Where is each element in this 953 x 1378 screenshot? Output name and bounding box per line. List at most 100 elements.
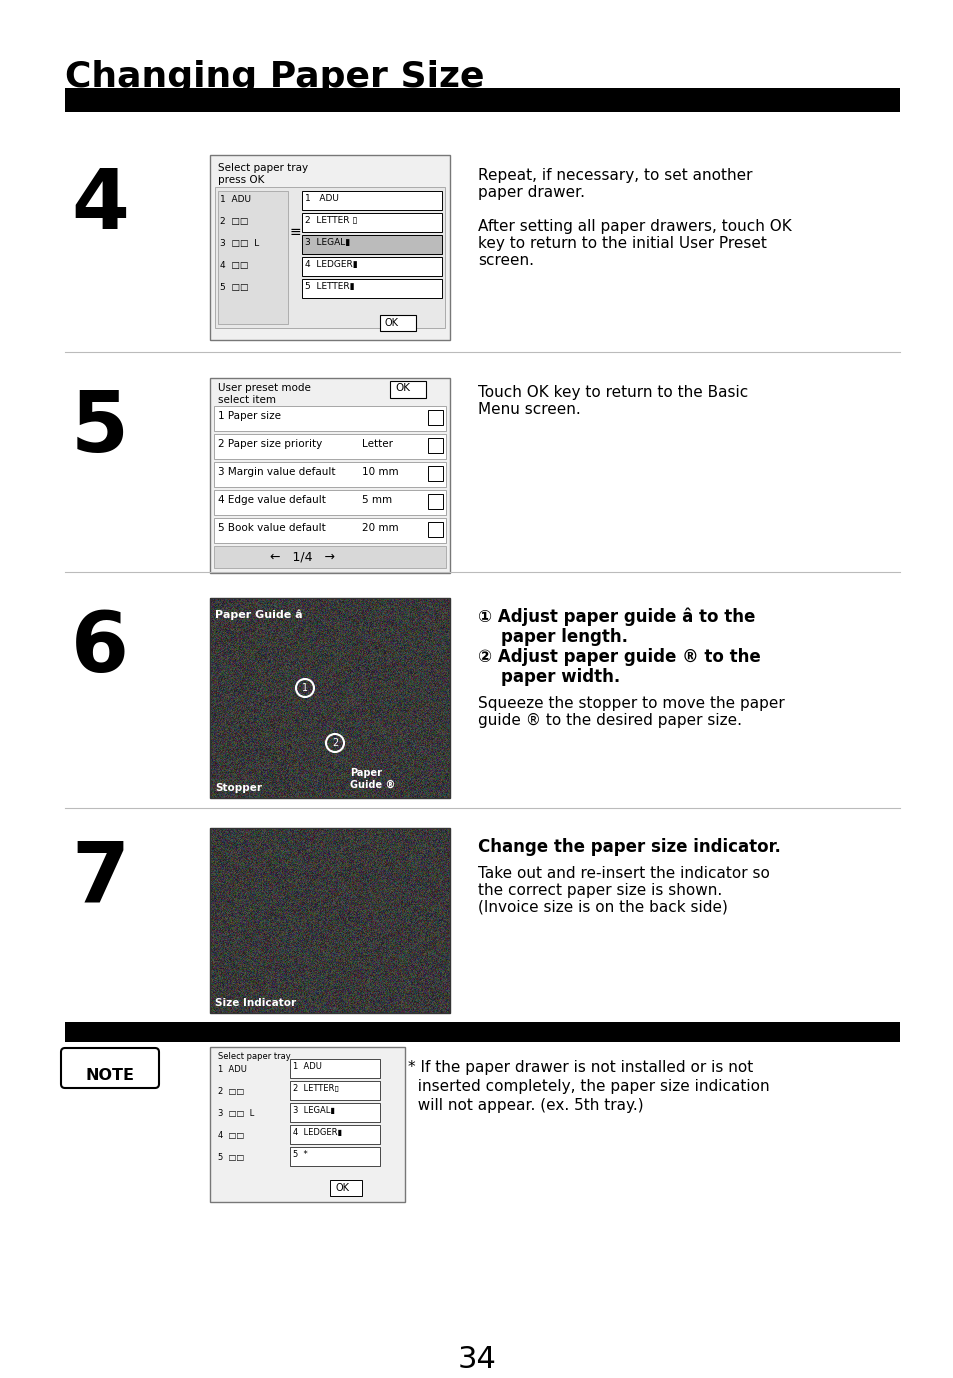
Bar <box>210 828 450 1013</box>
Text: 3  □□  L: 3 □□ L <box>220 238 259 248</box>
Text: Change the paper size indicator.: Change the paper size indicator. <box>477 838 781 856</box>
Text: 1   ADU: 1 ADU <box>305 194 338 203</box>
Text: 1  ADU: 1 ADU <box>218 1065 247 1073</box>
Text: Squeeze the stopper to move the paper: Squeeze the stopper to move the paper <box>477 696 784 711</box>
Text: 5: 5 <box>71 389 129 469</box>
Text: the correct paper size is shown.: the correct paper size is shown. <box>477 883 721 898</box>
Text: 4  □□: 4 □□ <box>220 260 248 270</box>
Bar <box>290 1102 379 1122</box>
Text: 20 mm: 20 mm <box>361 524 398 533</box>
Text: 1: 1 <box>301 683 308 693</box>
Bar <box>213 491 446 515</box>
Bar <box>302 278 441 298</box>
Bar <box>214 187 444 328</box>
Text: 3  □□  L: 3 □□ L <box>218 1109 254 1118</box>
Bar <box>390 380 426 398</box>
Text: 2  □□: 2 □□ <box>218 1087 244 1096</box>
Bar <box>290 1060 379 1078</box>
Text: Take out and re-insert the indicator so: Take out and re-insert the indicator so <box>477 865 769 881</box>
Text: screen.: screen. <box>477 254 534 267</box>
Text: OK: OK <box>335 1182 350 1193</box>
Bar <box>302 192 441 209</box>
Text: 5  □□: 5 □□ <box>220 282 248 292</box>
Bar <box>213 407 446 431</box>
Text: 3  LEGAL▮: 3 LEGAL▮ <box>305 238 350 247</box>
Bar <box>428 438 442 453</box>
Text: 2  LETTER ▯: 2 LETTER ▯ <box>305 216 357 225</box>
Text: Menu screen.: Menu screen. <box>477 402 580 418</box>
Text: 4: 4 <box>71 165 129 247</box>
Text: paper length.: paper length. <box>477 628 627 646</box>
Text: 4  □□: 4 □□ <box>218 1131 244 1140</box>
Text: 2  □□: 2 □□ <box>220 216 248 226</box>
Text: 4  LEDGER▮: 4 LEDGER▮ <box>293 1129 342 1137</box>
Text: Changing Paper Size: Changing Paper Size <box>65 61 484 94</box>
Text: Repeat, if necessary, to set another: Repeat, if necessary, to set another <box>477 168 752 183</box>
Bar <box>213 546 446 568</box>
Bar <box>428 411 442 424</box>
Text: select item: select item <box>218 395 275 405</box>
Text: Touch OK key to return to the Basic: Touch OK key to return to the Basic <box>477 384 747 400</box>
Bar <box>65 1022 899 1042</box>
Bar <box>210 378 450 573</box>
Text: 1  ADU: 1 ADU <box>220 196 251 204</box>
Text: 10 mm: 10 mm <box>361 467 398 477</box>
Text: 4 Edge value default: 4 Edge value default <box>218 495 326 504</box>
Text: press OK: press OK <box>218 175 264 185</box>
Text: NOTE: NOTE <box>86 1068 134 1083</box>
Text: 6: 6 <box>71 608 129 689</box>
Text: 34: 34 <box>457 1345 496 1374</box>
Text: 5 mm: 5 mm <box>361 495 392 504</box>
Text: * If the paper drawer is not installed or is not: * If the paper drawer is not installed o… <box>408 1060 753 1075</box>
Text: Size Indicator: Size Indicator <box>214 998 295 1007</box>
Text: ② Adjust paper guide ® to the: ② Adjust paper guide ® to the <box>477 648 760 666</box>
Text: ① Adjust paper guide â to the: ① Adjust paper guide â to the <box>477 608 755 627</box>
Bar <box>290 1124 379 1144</box>
Bar <box>302 236 441 254</box>
Text: OK: OK <box>385 318 398 328</box>
Text: Letter: Letter <box>361 440 393 449</box>
Text: inserted completely, the paper size indication: inserted completely, the paper size indi… <box>408 1079 769 1094</box>
Text: 2 Paper size priority: 2 Paper size priority <box>218 440 322 449</box>
Text: 1 Paper size: 1 Paper size <box>218 411 281 422</box>
Bar <box>302 214 441 232</box>
Bar <box>213 434 446 459</box>
Text: 5  *: 5 * <box>293 1151 308 1159</box>
Text: Select paper tray: Select paper tray <box>218 1051 291 1061</box>
Text: Paper
Guide ®: Paper Guide ® <box>350 768 395 790</box>
Text: 5 Book value default: 5 Book value default <box>218 524 325 533</box>
Bar <box>290 1080 379 1100</box>
FancyBboxPatch shape <box>61 1049 159 1089</box>
Bar <box>379 316 416 331</box>
Bar <box>213 462 446 486</box>
Text: will not appear. (ex. 5th tray.): will not appear. (ex. 5th tray.) <box>408 1098 643 1113</box>
Text: After setting all paper drawers, touch OK: After setting all paper drawers, touch O… <box>477 219 791 234</box>
Text: 3  LEGAL▮: 3 LEGAL▮ <box>293 1107 335 1115</box>
Bar <box>330 1180 361 1196</box>
Text: OK: OK <box>395 383 410 393</box>
Bar <box>428 522 442 537</box>
Text: Select paper tray: Select paper tray <box>218 163 308 174</box>
Bar <box>218 192 288 324</box>
Text: 5  □□: 5 □□ <box>218 1153 244 1162</box>
Text: 2: 2 <box>332 739 337 748</box>
Bar <box>428 493 442 508</box>
Bar <box>302 258 441 276</box>
Text: paper width.: paper width. <box>477 668 619 686</box>
Text: guide ® to the desired paper size.: guide ® to the desired paper size. <box>477 712 741 728</box>
Bar <box>210 154 450 340</box>
Bar <box>210 598 450 798</box>
Bar <box>65 88 899 112</box>
Bar <box>290 1146 379 1166</box>
Bar <box>428 466 442 481</box>
Text: (Invoice size is on the back side): (Invoice size is on the back side) <box>477 900 727 915</box>
Bar <box>213 518 446 543</box>
Text: 5  LETTER▮: 5 LETTER▮ <box>305 282 355 291</box>
Text: ←   1/4   →: ← 1/4 → <box>270 550 335 564</box>
Text: ≡: ≡ <box>290 225 301 238</box>
Text: 7: 7 <box>71 838 129 919</box>
Text: Paper Guide â: Paper Guide â <box>214 610 302 620</box>
Text: key to return to the initial User Preset: key to return to the initial User Preset <box>477 236 766 251</box>
Text: User preset mode: User preset mode <box>218 383 311 393</box>
Bar <box>210 1047 405 1202</box>
